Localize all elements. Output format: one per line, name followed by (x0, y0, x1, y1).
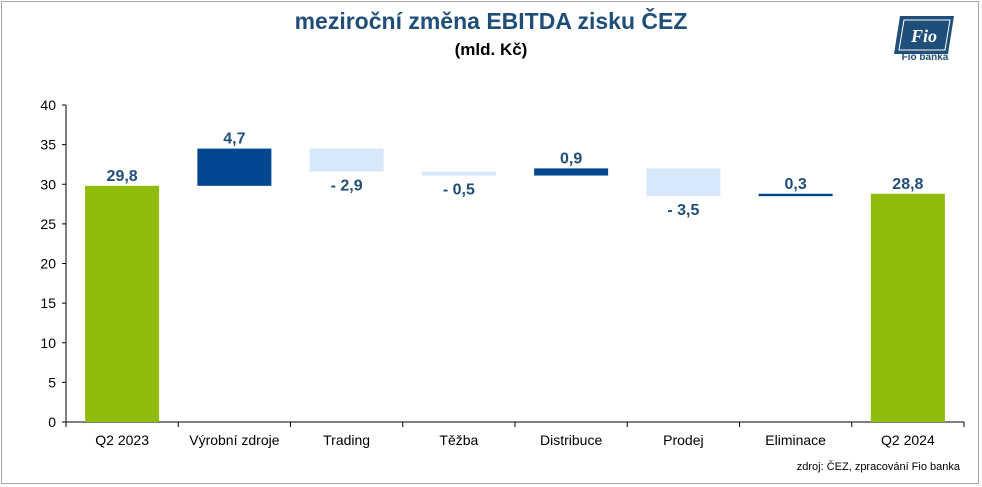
source-note: zdroj: ČEZ, zpracování Fio banka (796, 461, 960, 473)
bar-decrease (309, 148, 384, 172)
x-tick-label: Q2 2023 (95, 432, 149, 448)
fio-logo-text: Fio banka (901, 52, 949, 63)
bar-decrease (421, 171, 496, 176)
chart-subtitle: (mld. Kč) (454, 40, 528, 59)
bar-increase (197, 148, 272, 186)
x-tick-label: Těžba (439, 432, 478, 448)
y-tick-label: 40 (40, 97, 56, 113)
bar-increase (758, 193, 833, 197)
y-tick-label: 5 (48, 374, 56, 390)
data-label: 0,3 (785, 176, 807, 193)
chart-labels: 29,8 Q2 2023 4,7 Výrobní zdroje - 2,9 Trading… (95, 131, 935, 448)
bar-decrease (646, 168, 721, 197)
chart-axes: 0 5 10 15 20 25 30 35 40 (40, 97, 965, 430)
bar-increase (534, 168, 609, 176)
x-tick-label: Výrobní zdroje (189, 432, 279, 448)
y-tick-label: 0 (48, 414, 56, 430)
data-label: 28,8 (892, 176, 923, 193)
x-tick-label: Trading (323, 432, 370, 448)
x-tick-label: Distribuce (540, 432, 602, 448)
y-tick-label: 35 (40, 137, 56, 153)
y-tick-label: 10 (40, 335, 56, 351)
data-label: - 0,5 (443, 182, 475, 199)
y-tick-label: 30 (40, 176, 56, 192)
chart-bars (85, 148, 945, 422)
fio-logo-icon: Fio (894, 16, 954, 54)
x-tick-label: Q2 2024 (881, 432, 935, 448)
data-label: 0,9 (560, 150, 582, 167)
chart-title: meziroční změna EBITDA zisku ČEZ (294, 8, 688, 34)
x-tick-label: Prodej (663, 432, 703, 448)
y-tick-label: 15 (40, 295, 56, 311)
bar-total (85, 185, 160, 422)
fio-logo-mark: Fio (910, 26, 937, 46)
y-tick-label: 25 (40, 216, 56, 232)
y-tick-label: 20 (40, 256, 56, 272)
x-tick-label: Eliminace (765, 432, 826, 448)
data-label: - 3,5 (667, 202, 699, 219)
bar-total (870, 193, 945, 422)
data-label: 4,7 (223, 131, 245, 148)
data-label: - 2,9 (331, 178, 363, 195)
data-label: 29,8 (107, 168, 138, 185)
